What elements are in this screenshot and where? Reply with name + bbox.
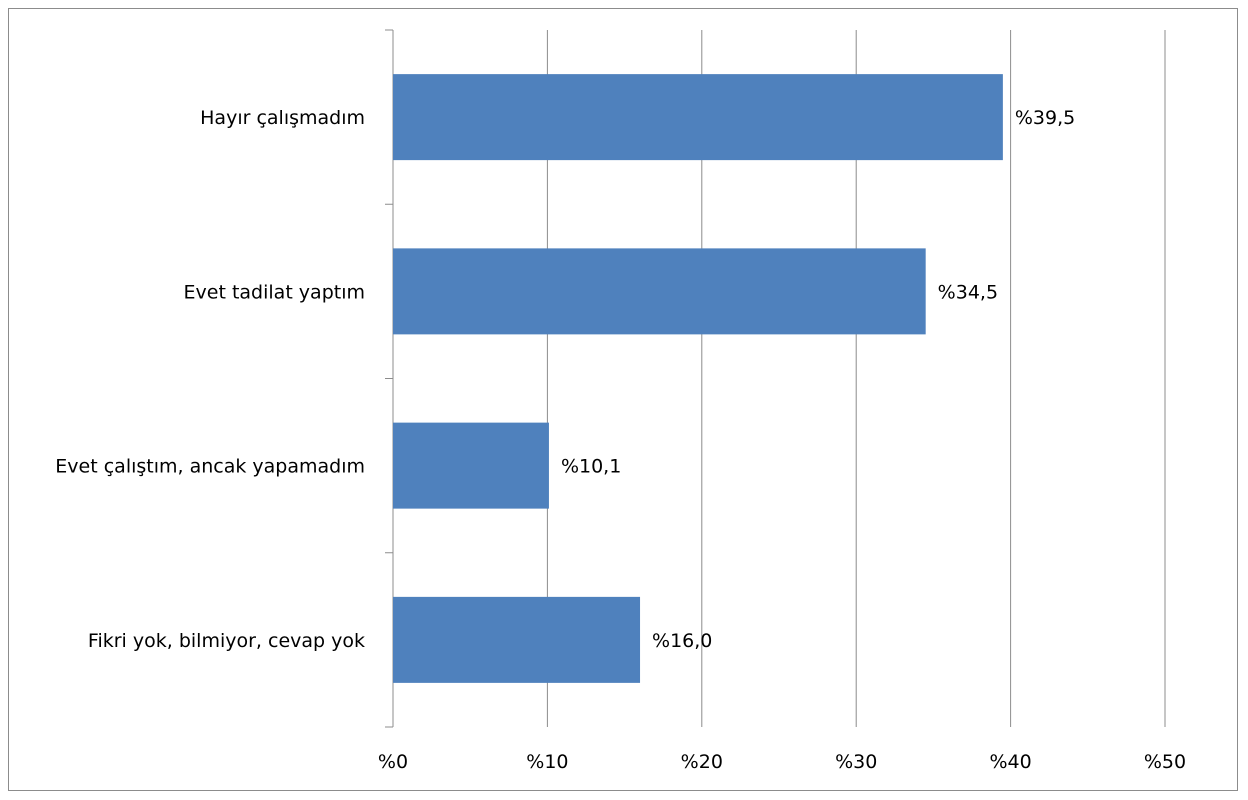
x-tick-label: %20 xyxy=(681,751,723,773)
x-tick-label: %0 xyxy=(378,751,408,773)
bar xyxy=(393,74,1003,161)
data-label: %39,5 xyxy=(1015,107,1075,129)
data-label: %34,5 xyxy=(938,281,998,303)
category-label: Evet çalıştım, ancak yapamadım xyxy=(55,456,365,478)
category-label: Fikri yok, bilmiyor, cevap yok xyxy=(88,630,365,652)
axes xyxy=(385,29,394,728)
bars xyxy=(393,74,1003,683)
bar xyxy=(393,422,549,509)
category-label: Hayır çalışmadım xyxy=(200,107,365,129)
x-tick-label: %10 xyxy=(526,751,568,773)
labels: %0 %10 %20 %30 %40 %50 Hayır çalışmadım %39,5 Ev… xyxy=(55,107,1186,773)
x-tick-label: %50 xyxy=(1144,751,1186,773)
bar xyxy=(393,248,926,335)
x-tick-label: %30 xyxy=(835,751,877,773)
data-label: %16,0 xyxy=(652,630,712,652)
data-label: %10,1 xyxy=(561,456,621,478)
category-label: Evet tadilat yaptım xyxy=(184,281,365,303)
x-tick-label: %40 xyxy=(989,751,1031,773)
bar xyxy=(393,596,641,683)
